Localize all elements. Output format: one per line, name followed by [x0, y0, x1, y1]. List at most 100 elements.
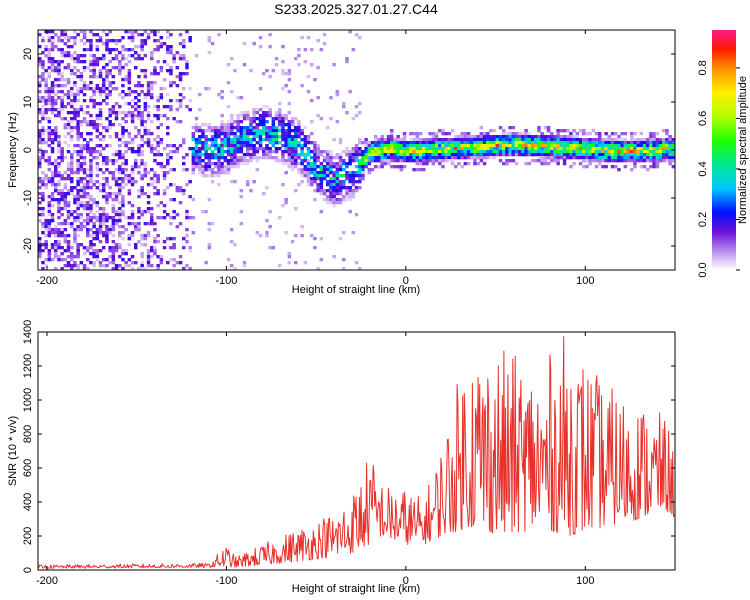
- spectrogram-cell: [220, 150, 224, 154]
- spectrogram-cell: [130, 267, 135, 270]
- spectrogram-cell: [537, 144, 541, 148]
- spectrogram-cell: [185, 66, 189, 70]
- spectrogram-cell: [226, 171, 231, 175]
- spectrogram-cell: [591, 138, 596, 142]
- spectrogram-cell: [70, 36, 74, 40]
- spectrogram-cell: [348, 156, 352, 160]
- spectrogram-cell: [604, 141, 608, 145]
- spectrogram-cell: [86, 234, 90, 238]
- spectrogram-cell: [76, 162, 80, 166]
- spectrogram-cell: [214, 129, 218, 133]
- spectrogram-cell: [642, 147, 647, 151]
- spectrogram-cell: [239, 189, 244, 193]
- spectrogram-cell: [345, 195, 349, 199]
- spectrogram-cell: [50, 192, 55, 196]
- spectrogram-cell: [98, 216, 103, 220]
- spectrogram-cell: [498, 141, 503, 145]
- spectrogram-cell: [303, 261, 308, 265]
- spectrogram-cell: [54, 162, 58, 166]
- spectrogram-cell: [463, 153, 468, 157]
- spectrogram-cell: [92, 264, 96, 268]
- spectrogram-cell: [370, 156, 375, 160]
- spectrogram-cell: [70, 252, 74, 256]
- spectrogram-cell: [604, 132, 608, 136]
- spectrogram-cell: [332, 201, 336, 205]
- spectrogram-cell: [118, 192, 122, 196]
- spectrogram-cell: [95, 75, 100, 79]
- chart-title: S233.2025.327.01.27.C44: [274, 1, 438, 17]
- spectrogram-cell: [524, 153, 528, 157]
- spectrogram-cell: [220, 120, 224, 124]
- spectrogram-cell: [50, 108, 55, 112]
- spectrogram-cell: [457, 138, 461, 142]
- spectrogram-cell: [89, 216, 93, 220]
- colorbar-gradient: [712, 30, 736, 270]
- spectrogram-cell: [191, 147, 196, 151]
- spectrogram-cell: [505, 138, 509, 142]
- spectrogram-cell: [230, 123, 234, 127]
- spectrogram-cell: [143, 210, 148, 214]
- spectrogram-cell: [575, 138, 580, 142]
- spectrogram-cell: [642, 150, 647, 154]
- spectrogram-cell: [63, 237, 68, 241]
- spectrogram-cell: [89, 186, 93, 190]
- spectrogram-cell: [182, 246, 186, 250]
- spectrogram-cell: [300, 180, 304, 184]
- spectrogram-cell: [383, 156, 388, 160]
- spectrogram-cell: [127, 78, 132, 82]
- spectrogram-cell: [380, 156, 384, 160]
- spectrogram-cell: [66, 240, 71, 244]
- spectrogram-cell: [134, 96, 138, 100]
- spectrogram-cell: [236, 96, 240, 100]
- spectrogram-cell: [89, 42, 93, 46]
- spectrogram-cell: [598, 150, 602, 154]
- spectrogram-cell: [390, 165, 394, 169]
- spectrogram-cell: [553, 138, 557, 142]
- spectrogram-y-tick-label: 20: [22, 48, 34, 60]
- spectrogram-cell: [79, 135, 84, 139]
- spectrogram-cell: [194, 147, 199, 151]
- spectrogram-cell: [422, 144, 426, 148]
- spectrogram-cell: [210, 162, 215, 166]
- spectrogram-cell: [63, 186, 68, 190]
- colorbar-ticks: 0.00.20.40.60.8: [697, 60, 740, 278]
- spectrogram-cell: [316, 189, 320, 193]
- spectrogram-cell: [550, 132, 554, 136]
- spectrogram-cell: [95, 39, 100, 43]
- spectrogram-cell: [201, 129, 205, 133]
- spectrogram-cell: [508, 138, 512, 142]
- spectrogram-cell: [121, 57, 125, 61]
- spectrogram-cell: [140, 33, 144, 37]
- spectrogram-cell: [636, 144, 640, 148]
- spectrogram-cell: [258, 114, 263, 118]
- spectrogram-cell: [127, 60, 132, 64]
- spectrogram-cell: [92, 198, 96, 202]
- spectrogram-cell: [351, 192, 356, 196]
- spectrogram-cell: [505, 159, 509, 163]
- spectrogram-cell: [118, 60, 122, 64]
- spectrogram-cell: [524, 135, 528, 139]
- spectrogram-cell: [258, 123, 263, 127]
- spectrogram-cell: [511, 153, 516, 157]
- spectrogram-cell: [169, 216, 173, 220]
- spectrogram-cell: [326, 165, 330, 169]
- spectrogram-cell: [268, 150, 272, 154]
- spectrogram-cell: [258, 138, 263, 142]
- spectrogram-cell: [98, 240, 103, 244]
- spectrogram-cell: [230, 138, 234, 142]
- spectrogram-cell: [79, 201, 84, 205]
- spectrogram-cell: [102, 57, 106, 61]
- spectrogram-cell: [345, 162, 349, 166]
- spectrogram-cell: [66, 201, 71, 205]
- spectrogram-cell: [95, 60, 100, 64]
- spectrogram-cell: [108, 135, 112, 139]
- spectrogram-cell: [278, 123, 282, 127]
- spectrogram-cell: [207, 243, 212, 247]
- spectrogram-cell: [242, 144, 247, 148]
- spectrogram-cell: [662, 147, 666, 151]
- spectrogram-cell: [550, 144, 554, 148]
- spectrogram-cell: [82, 186, 87, 190]
- spectrogram-cell: [303, 126, 308, 130]
- spectrogram-cell: [239, 222, 244, 226]
- spectrogram-cell: [610, 144, 615, 148]
